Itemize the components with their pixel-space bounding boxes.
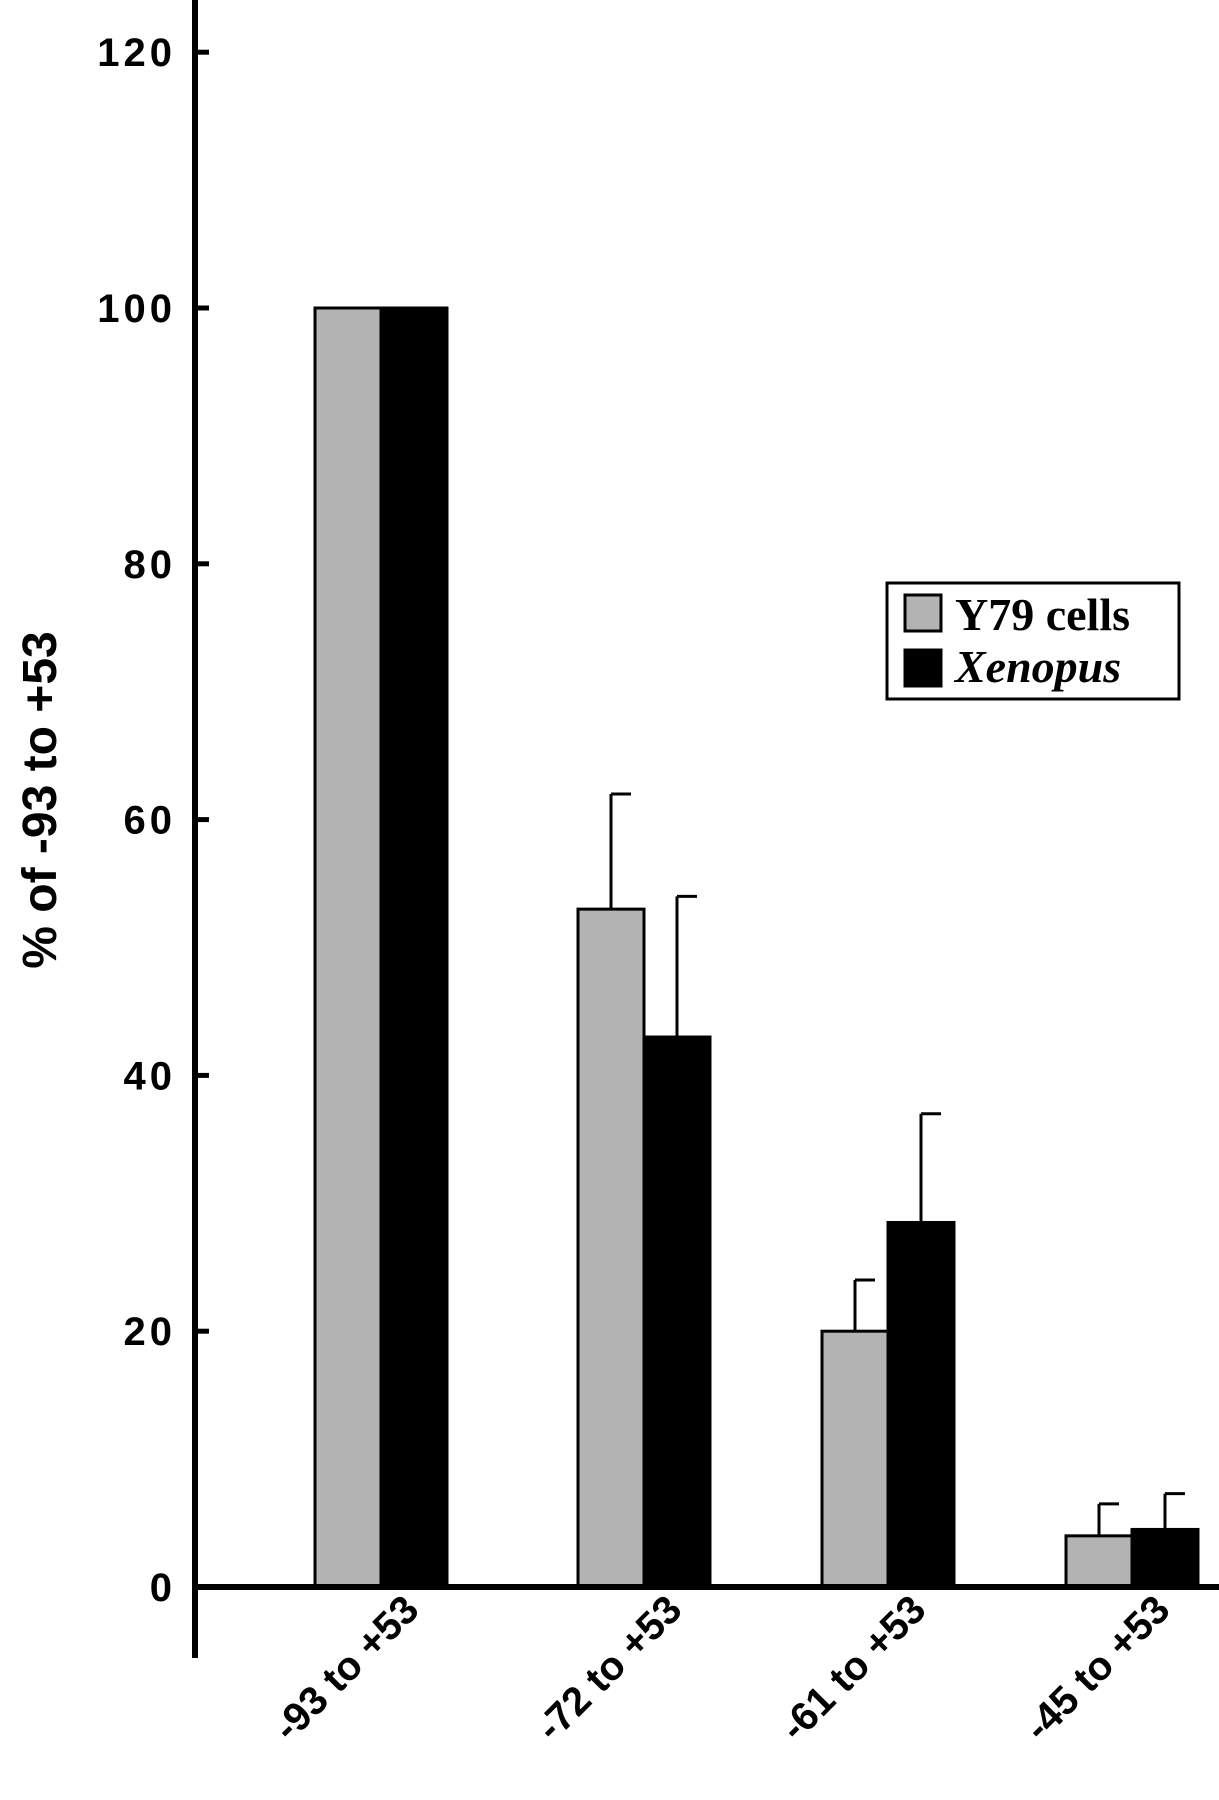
bar-xenopus: [1130, 1527, 1200, 1589]
y-tick-label: 100: [97, 287, 176, 331]
bar-y79: [576, 907, 646, 1589]
y-tick-label: 80: [124, 543, 177, 587]
bar-y79: [1064, 1534, 1134, 1589]
bars: [313, 306, 1200, 1589]
y-tick-label: 60: [124, 799, 177, 843]
legend: Y79 cells Xenopus: [885, 581, 1181, 701]
bar-y79: [820, 1329, 890, 1589]
legend-swatch-y79: [903, 593, 943, 633]
x-category-label: -72 to +53: [528, 1587, 690, 1749]
y-axis-label: % of -93 to +53: [14, 631, 67, 968]
x-category-label: -45 to +53: [1016, 1587, 1178, 1749]
legend-label-y79: Y79 cells: [955, 589, 1130, 640]
y-tick-label: 120: [97, 31, 176, 75]
bar-y79: [313, 306, 383, 1589]
legend-swatch-xenopus: [903, 648, 943, 688]
y-tick-label: 40: [124, 1054, 177, 1098]
x-category-label: -93 to +53: [265, 1587, 427, 1749]
bar-xenopus: [379, 306, 449, 1589]
y-tick-label: 0: [150, 1566, 176, 1610]
bar-xenopus: [642, 1035, 712, 1589]
x-category-label: -61 to +53: [772, 1587, 934, 1749]
y-axis: 0 20 40 60 80 100 120: [97, 0, 209, 1658]
legend-label-xenopus: Xenopus: [953, 641, 1121, 692]
y-tick-label: 20: [124, 1310, 177, 1354]
x-axis: -93 to +53 -72 to +53 -61 to +53 -45 to +53: [195, 1584, 1219, 1750]
bar-xenopus: [886, 1220, 956, 1589]
